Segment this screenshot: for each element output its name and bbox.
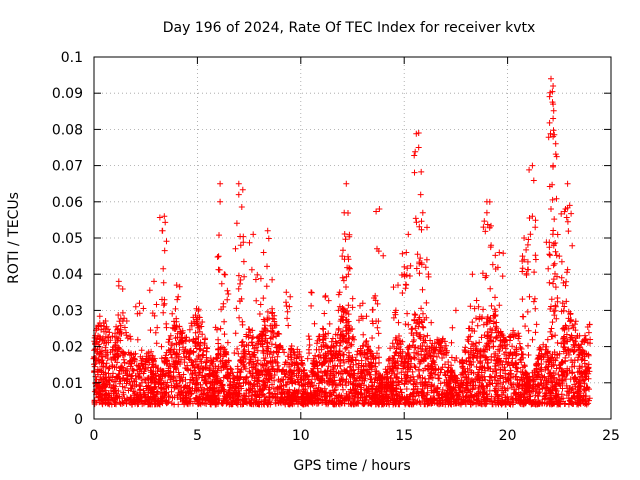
y-tick-label: 0.03 — [52, 303, 83, 319]
axis-ticks — [93, 56, 612, 420]
y-tick-label: 0.09 — [52, 86, 83, 102]
y-tick-label: 0.07 — [52, 159, 83, 175]
y-axis-label: ROTI / TECUs — [6, 192, 22, 284]
y-tick-label: 0.01 — [52, 376, 83, 392]
grid-lines — [94, 57, 611, 419]
y-tick-label: 0.05 — [52, 231, 83, 247]
x-tick-label: 0 — [90, 428, 99, 444]
x-tick-label: 5 — [193, 428, 202, 444]
x-tick-label: 15 — [395, 428, 413, 444]
x-axis-label: GPS time / hours — [293, 458, 410, 474]
x-tick-label: 20 — [499, 428, 517, 444]
y-tick-label: 0.02 — [52, 340, 83, 356]
x-tick-label: 10 — [292, 428, 310, 444]
scatter-markers — [90, 75, 594, 408]
y-tick-label: 0.04 — [52, 267, 83, 283]
data-points — [90, 75, 594, 408]
y-tick-labels: 0 0.01 0.02 0.03 0.04 0.05 0.06 0.07 0.08 0.09 0.1 — [52, 50, 83, 428]
chart-title: Day 196 of 2024, Rate Of TEC Index for r… — [163, 20, 536, 36]
x-tick-label: 25 — [602, 428, 620, 444]
y-tick-label: 0.08 — [52, 122, 83, 138]
y-tick-label: 0.06 — [52, 195, 83, 211]
y-tick-label: 0 — [74, 412, 83, 428]
y-tick-label: 0.1 — [61, 50, 83, 66]
x-tick-labels: 0 5 10 15 20 25 — [90, 428, 620, 444]
